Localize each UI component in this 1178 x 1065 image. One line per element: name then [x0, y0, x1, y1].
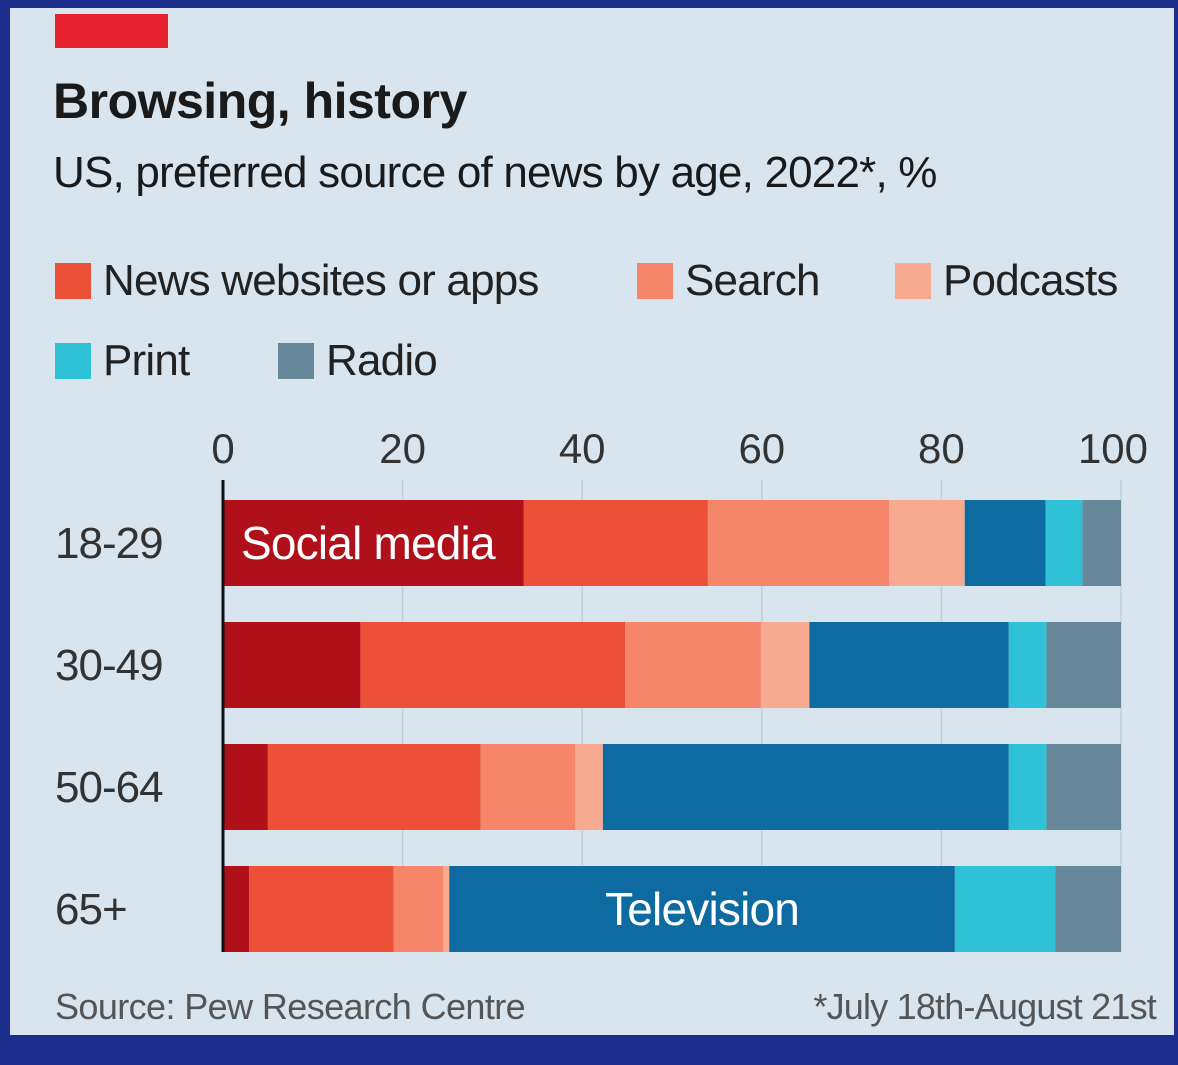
legend-label-radio: Radio [326, 336, 438, 385]
chart-title: Browsing, history [53, 73, 467, 129]
legend-swatch-search [637, 263, 673, 299]
source-note: Source: Pew Research Centre [55, 986, 526, 1027]
legend-swatch-news-websites [55, 263, 91, 299]
bar-30-49-podcasts [760, 622, 810, 708]
bar-18-29-search [707, 500, 890, 586]
category-label-18-29: 18-29 [55, 519, 163, 568]
bar-18-29-news-websites-or-apps [523, 500, 708, 586]
x-tick-label-40: 40 [559, 425, 606, 472]
bar-65-search [393, 866, 444, 952]
category-label-30-49: 30-49 [55, 641, 163, 690]
bar-18-29-radio [1082, 500, 1121, 586]
annotation-social-media: Social media [241, 517, 496, 569]
bar-50-64-print [1008, 744, 1047, 830]
bar-65-radio [1055, 866, 1121, 952]
bar-50-64-social-media [223, 744, 268, 830]
legend-item-podcasts: Podcasts [895, 256, 1118, 306]
legend-swatch-radio [278, 343, 314, 379]
legend-label-podcasts: Podcasts [943, 256, 1118, 305]
bar-30-49-radio [1046, 622, 1121, 708]
red-tag-mark [55, 14, 168, 48]
legend-item-radio: Radio [278, 336, 438, 386]
legend-item-print: Print [55, 336, 190, 386]
bar-18-29-television [964, 500, 1046, 586]
legend-item-news-websites: News websites or apps [55, 256, 539, 306]
chart-panel: Browsing, history US, preferred source o… [10, 8, 1174, 1035]
bar-65-television [449, 866, 955, 952]
legend-label-search: Search [685, 256, 820, 305]
date-footnote: *July 18th-August 21st [813, 986, 1156, 1027]
legend-item-search: Search [637, 256, 820, 306]
bar-50-64-radio [1046, 744, 1121, 830]
bar-30-49-television [809, 622, 1009, 708]
bar-65-print [954, 866, 1056, 952]
bar-65-podcasts [443, 866, 450, 952]
bar-30-49-social-media [223, 622, 361, 708]
legend-label-news-websites: News websites or apps [103, 256, 539, 305]
bar-30-49-search [625, 622, 761, 708]
bar-50-64-news-websites-or-apps [267, 744, 481, 830]
bar-18-29-social-media [223, 500, 524, 586]
x-tick-label-100: 100 [1078, 425, 1148, 472]
bar-50-64-television [602, 744, 1009, 830]
bar-65-news-websites-or-apps [249, 866, 394, 952]
bar-50-64-podcasts [575, 744, 603, 830]
bar-50-64-search [480, 744, 576, 830]
category-label-65: 65+ [55, 885, 127, 934]
x-tick-label-80: 80 [918, 425, 965, 472]
bar-18-29-podcasts [889, 500, 965, 586]
annotation-television: Television [605, 883, 799, 935]
x-tick-label-20: 20 [379, 425, 426, 472]
legend-label-print: Print [103, 336, 190, 385]
bar-30-49-news-websites-or-apps [360, 622, 626, 708]
x-tick-label-60: 60 [738, 425, 785, 472]
x-tick-label-0: 0 [211, 425, 234, 472]
stacked-bar-chart: 0 20 40 60 80 100 18-29 30-49 50-64 65+ Social med… [55, 425, 1148, 952]
bar-18-29-print [1045, 500, 1083, 586]
chart-subtitle: US, preferred source of news by age, 202… [53, 148, 937, 197]
bar-65-social-media [223, 866, 250, 952]
category-label-50-64: 50-64 [55, 763, 163, 812]
legend-swatch-print [55, 343, 91, 379]
bar-30-49-print [1008, 622, 1047, 708]
legend-swatch-podcasts [895, 263, 931, 299]
